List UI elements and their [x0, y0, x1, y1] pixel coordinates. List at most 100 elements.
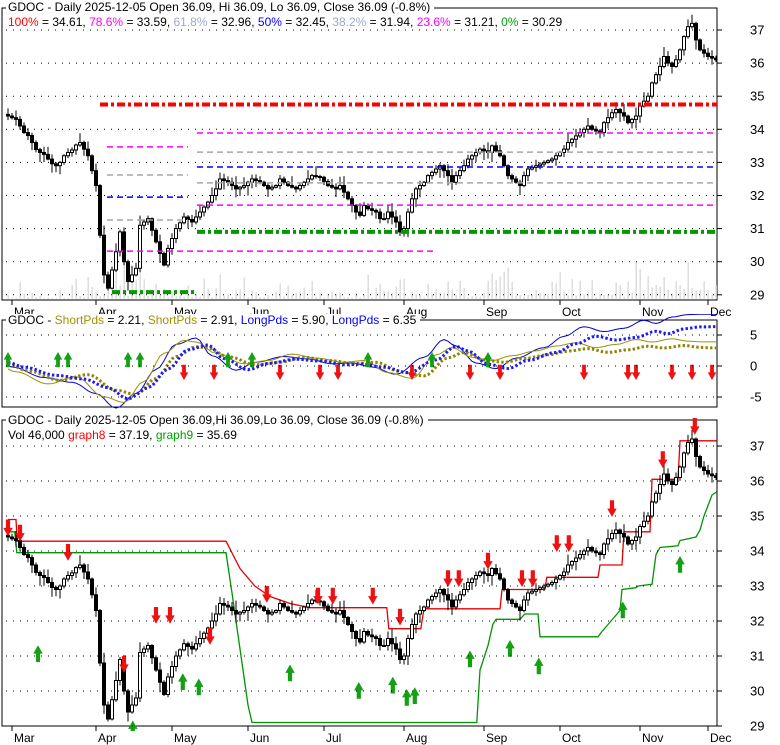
- panel2-plot[interactable]: [3, 314, 717, 409]
- osc-buy-arrow: [3, 352, 13, 368]
- osc-buy-arrow: [123, 352, 133, 368]
- y-axis-label: 33: [750, 579, 764, 594]
- x-axis-month-label: Jul: [326, 731, 341, 745]
- fib-label-seg-4: 61.8%: [173, 15, 208, 29]
- osc-sell-arrow: [631, 364, 641, 380]
- y-axis-label: 31: [750, 649, 764, 664]
- osc-buy-arrow: [63, 352, 73, 368]
- sell-signal-arrow: [517, 570, 527, 587]
- osc-label-seg-3: ShortPds: [147, 313, 198, 327]
- osc-sell-arrow: [179, 364, 189, 380]
- x-axis-month-label: Sep: [486, 305, 508, 319]
- buy-signal-arrow: [402, 689, 412, 706]
- x-axis-month-label: Apr: [98, 731, 117, 745]
- y-axis-label: 30: [750, 254, 764, 269]
- osc-buy-arrow: [483, 352, 493, 368]
- upper-stop-line-graph8[interactable]: [8, 440, 717, 630]
- osc-buy-arrow: [427, 352, 437, 368]
- vol-label-seg-3: graph9: [155, 428, 194, 442]
- osc-buy-arrow: [247, 352, 257, 368]
- osc-sell-arrow: [623, 364, 633, 380]
- fib-label-seg-7: = 32.45,: [281, 15, 333, 29]
- buy-signal-arrow: [285, 664, 295, 682]
- sell-signal-arrow: [328, 587, 338, 605]
- sell-signal-arrow: [63, 543, 73, 561]
- buy-signal-arrow: [388, 676, 398, 694]
- osc-buy-arrow: [135, 352, 145, 368]
- osc-label-seg-0: GDOC -: [8, 313, 55, 327]
- x-axis-month-label: May: [174, 731, 197, 745]
- osc-buy-arrow: [223, 352, 233, 368]
- osc-label-seg-6: = 5.90,: [288, 313, 332, 327]
- vol-label-seg-0: Vol 46,000: [8, 428, 69, 442]
- x-axis-month-label: Dec: [710, 731, 731, 745]
- buy-signal-arrow: [618, 601, 628, 619]
- y-axis-label: 29: [750, 719, 764, 734]
- osc-sell-arrow: [465, 364, 475, 380]
- osc-sell-arrow: [407, 364, 417, 380]
- y-axis-label: 37: [750, 23, 764, 38]
- fib-label-seg-10: 23.6%: [416, 15, 451, 29]
- panel1-fib-levels-label: 100% = 34.61, 78.6% = 33.59, 61.8% = 32.…: [6, 15, 567, 29]
- buy-signal-arrow: [128, 720, 138, 731]
- panel1-plot[interactable]: [6, 14, 718, 299]
- y-axis-label: 29: [750, 287, 764, 302]
- buy-signal-arrow: [505, 640, 515, 657]
- panel3-plot[interactable]: [3, 417, 717, 737]
- osc-label-seg-2: = 2.21,: [104, 313, 148, 327]
- y-axis-label: 35: [750, 89, 764, 104]
- osc-sell-arrow: [667, 364, 677, 380]
- fib-label-seg-5: = 32.96,: [207, 15, 258, 29]
- sell-signal-arrow: [205, 627, 215, 645]
- y-axis-label: 36: [750, 474, 764, 489]
- osc-sell-arrow: [209, 364, 219, 380]
- x-axis-month-label: Dec: [710, 305, 731, 319]
- fib-label-seg-11: = 31.21,: [450, 15, 502, 29]
- buy-signal-arrow: [354, 682, 364, 699]
- x-axis-month-label: Nov: [642, 731, 663, 745]
- y-axis-label: 31: [750, 221, 764, 236]
- osc-label-seg-4: = 2.91,: [197, 313, 241, 327]
- sell-signal-arrow: [151, 606, 161, 624]
- y-axis-label: 30: [750, 684, 764, 699]
- y-axis-label: 33: [750, 155, 764, 170]
- y-axis-label: 32: [750, 188, 764, 203]
- fib-label-seg-3: = 33.59,: [123, 15, 174, 29]
- sell-signal-arrow: [564, 535, 574, 552]
- fib-label-seg-1: = 34.61,: [38, 15, 90, 29]
- osc-sell-arrow: [315, 364, 325, 380]
- fib-label-seg-0: 100%: [8, 15, 39, 29]
- fib-label-seg-8: 38.2%: [332, 15, 367, 29]
- volume-bars: [7, 253, 717, 299]
- osc-sell-arrow: [579, 364, 589, 380]
- sell-signal-arrow: [313, 587, 323, 605]
- buy-signal-arrow: [534, 657, 544, 675]
- osc-buy-arrow: [363, 352, 373, 368]
- y-axis-label: 34: [750, 122, 764, 137]
- sell-signal-arrow: [262, 585, 272, 603]
- osc-buy-arrow: [53, 352, 63, 368]
- sell-signal-arrow: [119, 655, 129, 673]
- sell-signal-arrow: [607, 500, 617, 517]
- sell-signal-arrow: [658, 451, 668, 468]
- osc-sell-arrow: [687, 364, 697, 380]
- buy-signal-arrow: [465, 650, 475, 668]
- sell-signal-arrow: [528, 570, 538, 587]
- lower-stop-line-graph9[interactable]: [8, 491, 717, 724]
- vol-label-seg-1: graph8: [68, 428, 106, 442]
- fib-label-seg-13: = 30.29: [518, 15, 563, 29]
- sell-signal-arrow: [165, 606, 175, 624]
- x-axis-month-label: Oct: [562, 731, 581, 745]
- y-axis-label: 5: [750, 328, 757, 343]
- sell-signal-arrow: [3, 519, 13, 537]
- panel2-title: GDOC - ShortPds = 2.21, ShortPds = 2.91,…: [6, 313, 421, 327]
- buy-signal-arrow: [675, 556, 685, 573]
- panel3-title: GDOC - Daily 2025-12-05 Open 36.09,Hi 36…: [6, 414, 428, 427]
- osc-label-seg-1: ShortPds: [54, 313, 105, 327]
- sell-signal-arrow: [552, 535, 562, 552]
- osc-sell-arrow: [333, 364, 343, 380]
- y-axis-label: 36: [750, 56, 764, 71]
- x-axis-month-label: Jun: [250, 731, 269, 745]
- sell-signal-arrow: [483, 552, 493, 570]
